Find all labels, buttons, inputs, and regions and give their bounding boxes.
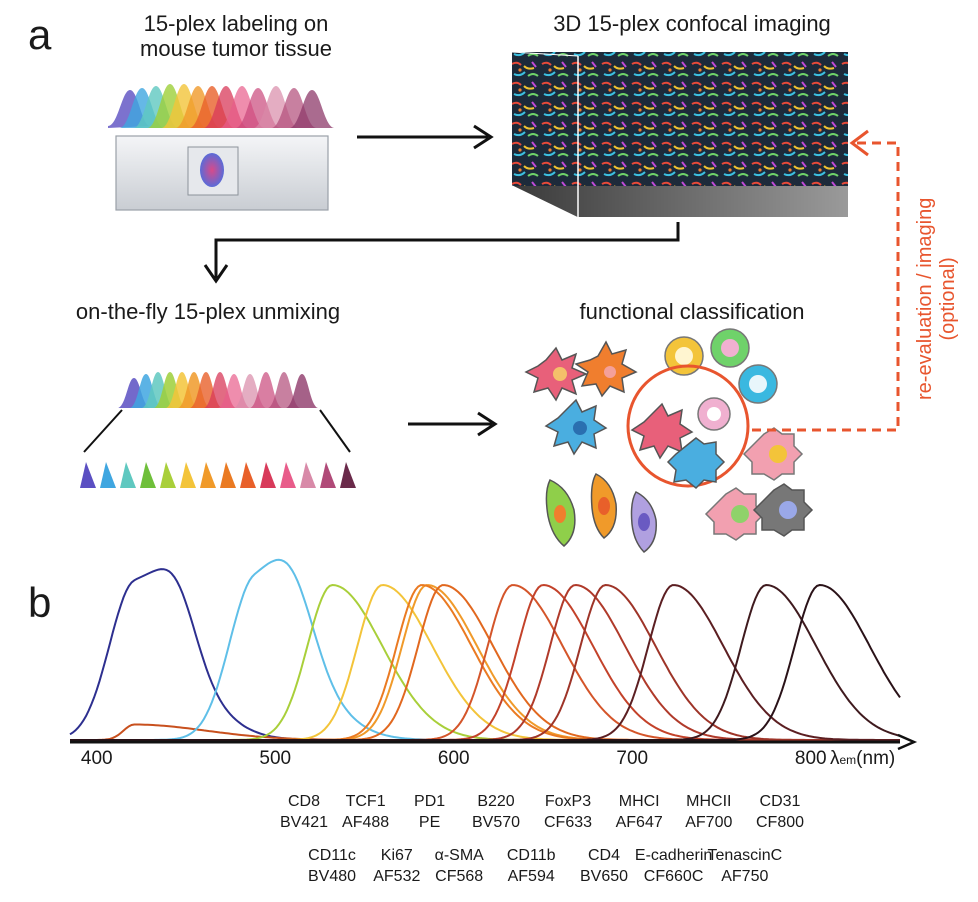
classification-title: functional classification [579,299,805,324]
arrow-unmixing-to-classification [408,411,498,437]
label-bv570: B220 BV570 [441,792,551,834]
label-marker: CD8 [287,793,320,810]
selected-cluster-circle-icon [626,364,750,488]
labeling-spectra-icon [108,84,334,128]
label-cf633: FoxP3 CF633 [513,792,623,834]
unmixing-combined-spectra-icon [83,372,351,453]
label-marker: TCF1 [345,793,386,810]
panel-b-letter: b [28,579,52,626]
tumor-cell-gray-nucleus-icon [779,501,797,519]
label-cf800: CD31 CF800 [725,792,835,834]
label-marker: α-SMA [434,847,484,864]
x-tick-400: 400 [80,748,113,769]
label-marker: CD11b [506,847,556,864]
spectra-curves-group [69,558,901,741]
labeling-title-line2: mouse tumor tissue [140,35,332,61]
classified-cells-illustration [524,328,814,553]
panel-a-letter: a [28,11,52,58]
label-dye: BV570 [471,813,521,831]
label-bv650: CD4 BV650 [549,846,659,888]
x-tick-600: 600 [437,748,470,769]
x-axis-label-sub: em [839,753,857,767]
label-dye: BV480 [307,867,357,885]
label-dye: AF488 [342,813,390,831]
arrow-imaging-to-unmixing [203,222,680,284]
x-tick-500: 500 [259,748,292,769]
tumor-cell-pink-nucleus-icon [769,445,787,463]
selected-tumor-cell-icon [666,437,726,490]
label-marker: FoxP3 [544,793,592,810]
label-dye: BV650 [579,867,629,885]
x-tick-800: 800 [794,748,827,769]
unmixing-title: on-the-fly 15-plex unmixing [75,299,341,324]
label-dye: AF594 [507,867,555,885]
selected-lymphocyte-nucleus-icon [707,407,721,421]
selected-dendritic-cell-icon [630,402,694,460]
x-axis-label-unit: (nm) [856,748,896,769]
unmixed-spectra-icon [80,462,356,488]
x-axis [70,733,918,751]
label-dye: CF800 [755,813,805,831]
tissue-slide-icon [115,135,329,211]
label-bv480: CD11c BV480 [277,846,387,888]
label-dye: CF633 [543,813,593,831]
label-af700: MHCII AF700 [654,792,764,834]
x-axis-arrowhead-icon [897,733,918,751]
label-af488: TCF1 AF488 [311,792,421,834]
labeling-title: 15-plex labeling on mouse tumor tissue [106,11,366,61]
label-marker: CD4 [587,847,620,864]
fibroblast-purple-nucleus-icon [638,513,650,531]
dendritic-cell-orange-icon [574,340,638,398]
label-dye: PE [418,813,441,831]
label-marker: MHCII [686,793,732,810]
fibroblast-orange-nucleus-icon [598,497,610,515]
label-bv421: CD8 BV421 [249,792,359,834]
label-marker: CD11c [308,847,356,864]
confocal-volume-image [511,51,848,219]
spectrum-curve-cf568 [70,584,900,741]
label-marker: B220 [477,793,515,810]
reevaluation-feedback-arrow [752,129,900,432]
label-marker: E-cadherin [634,847,713,864]
imaging-title: 3D 15-plex confocal imaging [553,11,831,36]
label-dye: CF568 [435,867,484,885]
label-marker: TenascinC [707,847,783,864]
lymphocyte-green-nucleus-icon [721,339,739,357]
macrophage-cell-icon [544,398,608,456]
label-marker: MHCI [618,793,660,810]
arrow-labeling-to-imaging [357,124,494,150]
label-af594: CD11b AF594 [476,846,586,888]
lymphocyte-yellow-nucleus-icon [675,347,693,365]
label-cf568: α-SMA CF568 [404,846,514,888]
x-tick-700: 700 [616,748,649,769]
label-dye: CF660C [643,867,704,885]
label-af750: TenascinC AF750 [690,846,800,888]
labeling-title-line1: 15-plex labeling on [143,11,329,36]
x-axis-label: λem(nm) [830,748,895,770]
x-axis-label-lambda: λ [830,748,840,769]
label-marker: Ki67 [380,847,413,864]
label-dye: AF750 [721,867,769,885]
label-dye: AF647 [615,813,663,831]
fibroblast-green-nucleus-icon [554,505,566,523]
label-af647: MHCI AF647 [584,792,694,834]
lymphocyte-blue-nucleus-icon [749,375,767,393]
spectrum-curve-cf800 [70,583,901,741]
label-dye: AF700 [685,813,733,831]
tumor-cell-pink2-nucleus-icon [731,505,749,523]
label-af532: Ki67 AF532 [342,846,452,888]
label-dye: AF532 [373,867,421,885]
label-dye: BV421 [279,813,329,831]
label-cf660c: E-cadherin CF660C [619,846,729,888]
label-marker: PD1 [414,793,446,810]
dendritic-cell-icon [524,346,588,402]
label-pe: PD1 PE [375,792,485,834]
label-marker: CD31 [759,793,801,810]
